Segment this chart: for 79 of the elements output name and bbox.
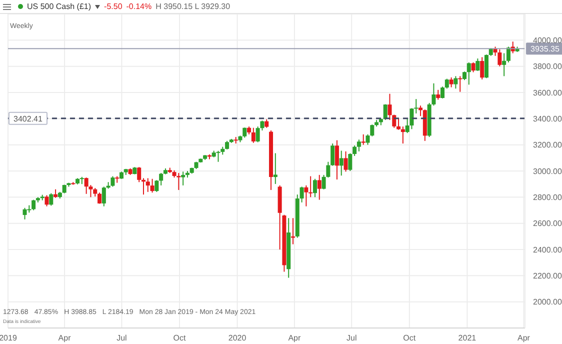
candlestick: [466, 62, 471, 86]
candlestick: [84, 177, 88, 194]
candlestick: [242, 127, 247, 138]
candlestick: [44, 194, 49, 207]
candlestick: [159, 172, 164, 186]
candlestick: [388, 93, 392, 120]
candlestick: [352, 144, 357, 156]
candlestick: [436, 89, 440, 100]
candlestick: [176, 172, 181, 190]
candlestick: [146, 178, 150, 192]
y-tick-label: 4000.00: [533, 36, 562, 46]
candlestick: [339, 150, 344, 176]
candlestick: [440, 86, 445, 99]
candlestick: [444, 78, 449, 90]
candlestick: [410, 108, 414, 130]
y-tick-label: 3400.00: [533, 114, 562, 124]
x-tick-label: Oct: [173, 334, 186, 343]
text: -5.50: [104, 2, 122, 11]
y-tick-label: 2200.00: [533, 272, 562, 281]
y-tick-label: 2400.00: [533, 245, 562, 254]
candlestick: [137, 166, 142, 183]
x-tick-label: Apr: [58, 334, 72, 343]
text: -0.14%: [126, 2, 152, 11]
candlestick: [414, 98, 418, 114]
candlestick: [181, 171, 186, 186]
candlestick: [498, 48, 502, 67]
ref-line-label: 3402.41: [14, 114, 44, 124]
candlestick: [154, 180, 159, 192]
candlestick: [304, 184, 308, 207]
candlestick: [49, 192, 54, 206]
candlestick: [216, 150, 220, 162]
x-tick-label: 2020: [228, 334, 247, 343]
candlestick: [396, 118, 401, 130]
candlestick: [330, 143, 335, 166]
candlestick: [22, 207, 27, 220]
candlestick: [32, 199, 36, 211]
y-tick-label: 3600.00: [533, 88, 562, 98]
x-tick-label: Apr: [288, 334, 302, 343]
x-tick-label: Jul: [116, 334, 128, 343]
candlestick: [317, 174, 322, 200]
candlestick: [476, 58, 480, 72]
x-tick-label: Oct: [403, 334, 416, 343]
text: H 3950.15 L 3929.30: [156, 2, 230, 11]
y-tick-label: 2800.00: [533, 193, 562, 202]
candlestick: [344, 150, 348, 172]
candlestick: [110, 176, 115, 188]
x-tick-label: 2021: [458, 334, 477, 343]
candlestick: [312, 178, 317, 198]
candlestick: [115, 176, 120, 184]
ref-line-label: 3935.35: [530, 44, 560, 54]
candlestick: [273, 152, 278, 184]
candlestick: [400, 126, 405, 144]
x-tick-label: Jul: [346, 334, 357, 343]
candlestick: [348, 152, 352, 172]
candlestick: [454, 76, 458, 90]
candlestick: [300, 186, 304, 203]
candlestick: [480, 56, 484, 80]
y-tick-label: 3200.00: [533, 140, 562, 150]
candlestick: [334, 140, 339, 180]
candlestick: [383, 104, 388, 120]
chart-title: US 500 Cash (£1): [27, 2, 92, 11]
candlestick: [150, 178, 154, 194]
y-tick-label: 3800.00: [533, 62, 562, 72]
candlestick: [458, 76, 462, 92]
y-tick-label: 3000.00: [533, 166, 562, 176]
candlestick: [471, 62, 476, 73]
candlestick: [251, 127, 256, 144]
y-tick-label: 2000.00: [533, 298, 562, 307]
candlestick: [449, 76, 454, 88]
candlestick: [502, 52, 506, 77]
candlestick: [102, 186, 106, 207]
candlestick: [308, 176, 313, 198]
candlestick: [506, 46, 510, 63]
candlestick: [484, 54, 488, 79]
y-tick-label: 2600.00: [533, 219, 562, 228]
candlestick: [392, 114, 396, 128]
candlestick: [356, 139, 361, 152]
x-tick-label: Apr: [518, 334, 530, 343]
candlestick: [418, 105, 423, 117]
